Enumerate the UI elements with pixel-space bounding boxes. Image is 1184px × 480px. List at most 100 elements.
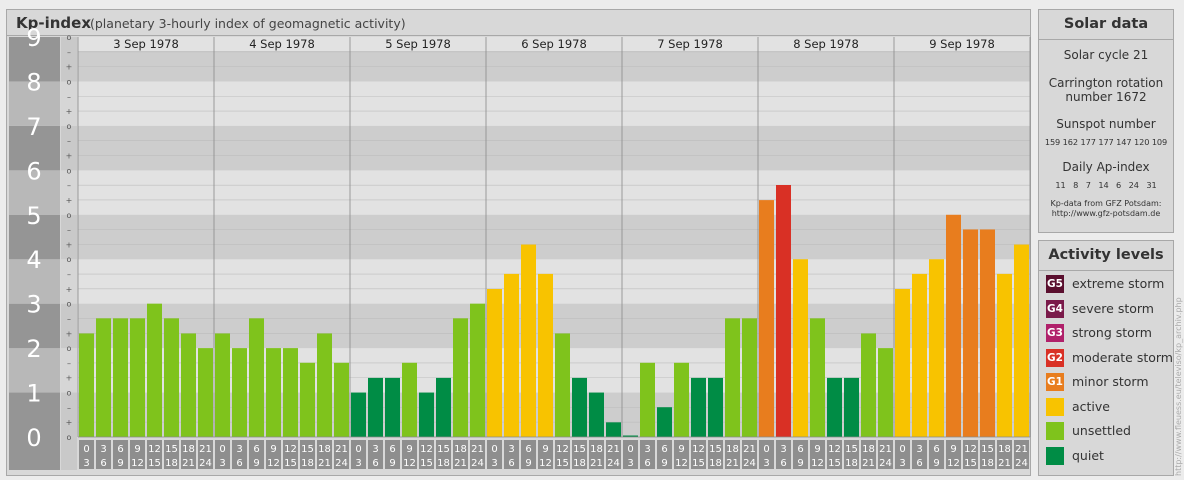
activity-level-swatch: G2 [1046, 348, 1064, 367]
interval-end-label: 21 [318, 458, 331, 469]
y-minor-band [61, 125, 77, 171]
interval-end-label: 12 [403, 458, 416, 469]
kp-bar [266, 348, 281, 437]
y-minor-tick-label: + [66, 63, 73, 72]
kp-bar [453, 318, 468, 437]
kp-bar [283, 348, 298, 437]
interval-end-label: 15 [692, 458, 705, 469]
activity-level-label: quiet [1072, 447, 1104, 463]
interval-start-label: 6 [389, 444, 395, 455]
y-axis-band [9, 125, 60, 171]
interval-box [997, 440, 1012, 469]
y-minor-tick-label: o [67, 122, 72, 131]
interval-box [844, 440, 859, 469]
interval-box [283, 440, 298, 469]
day-label: 4 Sep 1978 [249, 37, 315, 51]
y-minor-tick-label: o [67, 211, 72, 220]
interval-start-label: 21 [1015, 444, 1028, 455]
y-tick-label: 3 [26, 291, 41, 319]
interval-start-label: 3 [916, 444, 922, 455]
interval-end-label: 15 [148, 458, 161, 469]
chart-title: Kp-index [16, 14, 91, 32]
sunspot-values: 159 162 177 177 147 120 109 [1044, 137, 1168, 147]
interval-start-label: 15 [709, 444, 722, 455]
y-axis-band [9, 259, 60, 304]
interval-end-label: 18 [709, 458, 722, 469]
interval-start-label: 6 [933, 444, 939, 455]
y-minor-tick-label: + [66, 196, 73, 205]
interval-box [793, 440, 808, 469]
activity-level-label: minor storm [1072, 374, 1149, 389]
y-minor-band [61, 259, 77, 304]
y-minor-tick-label: – [67, 226, 71, 235]
interval-end-label: 6 [236, 458, 242, 469]
y-minor-band [61, 392, 77, 437]
kp-bar [572, 377, 587, 437]
activity-level-swatch [1046, 422, 1064, 440]
kp-bar [674, 362, 689, 437]
activity-level-label: severe storm [1072, 300, 1154, 316]
day-header-strip [78, 37, 1030, 51]
interval-start-label: 0 [355, 444, 361, 455]
interval-end-label: 24 [879, 458, 892, 469]
kp-bar [997, 273, 1012, 437]
kp-bar [708, 377, 723, 437]
source-link[interactable]: http://www.gfz-potsdam.de [1051, 209, 1161, 218]
activity-level-label: extreme storm [1072, 276, 1165, 291]
interval-box [470, 440, 485, 469]
interval-box [147, 440, 162, 469]
interval-box [334, 440, 349, 469]
y-axis-band [9, 437, 60, 470]
interval-box [181, 440, 196, 469]
activity-levels-header: Activity levels [1039, 241, 1173, 271]
y-axis-band [9, 81, 60, 126]
kp-bar [912, 273, 927, 437]
interval-box [249, 440, 264, 469]
y-axis-band [9, 214, 60, 260]
y-minor-tick-label: – [67, 403, 71, 412]
interval-start-label: 6 [525, 444, 531, 455]
interval-start-label: 3 [236, 444, 242, 455]
interval-end-label: 12 [131, 458, 144, 469]
kp-bar [215, 333, 230, 437]
interval-box [674, 440, 689, 469]
kp-bar [164, 318, 179, 437]
kp-bar [181, 333, 196, 437]
activity-level-label: unsettled [1072, 423, 1131, 438]
interval-box [708, 440, 723, 469]
interval-start-label: 3 [644, 444, 650, 455]
y-minor-tick-label: – [67, 270, 71, 279]
interval-box [96, 440, 111, 469]
interval-end-label: 18 [437, 458, 450, 469]
y-minor-tick-label: – [67, 48, 71, 57]
kp-bar [402, 362, 417, 437]
interval-start-label: 15 [437, 444, 450, 455]
activity-level-swatch [1046, 397, 1064, 416]
plot-band [78, 81, 1030, 126]
interval-end-label: 21 [590, 458, 603, 469]
interval-box [351, 440, 366, 469]
interval-start-label: 9 [678, 444, 684, 455]
interval-start-label: 21 [335, 444, 348, 455]
kp-bar [385, 377, 400, 437]
y-minor-tick-label: – [67, 359, 71, 368]
interval-box [215, 440, 230, 469]
interval-start-label: 6 [797, 444, 803, 455]
kp-bar [827, 377, 842, 437]
interval-end-label: 18 [573, 458, 586, 469]
ap-label: Daily Ap-index [1062, 160, 1150, 174]
interval-end-label: 24 [743, 458, 756, 469]
interval-end-label: 18 [165, 458, 178, 469]
plot-band [78, 125, 1030, 171]
interval-start-label: 6 [253, 444, 259, 455]
activity-level-swatch [1046, 446, 1064, 465]
interval-box [385, 440, 400, 469]
y-minor-tick-label: o [67, 166, 72, 175]
interval-start-label: 21 [879, 444, 892, 455]
interval-box [878, 440, 893, 469]
interval-end-label: 12 [811, 458, 824, 469]
interval-start-label: 18 [726, 444, 739, 455]
interval-start-label: 15 [981, 444, 994, 455]
y-tick-label: 0 [26, 424, 41, 452]
interval-end-label: 6 [372, 458, 378, 469]
